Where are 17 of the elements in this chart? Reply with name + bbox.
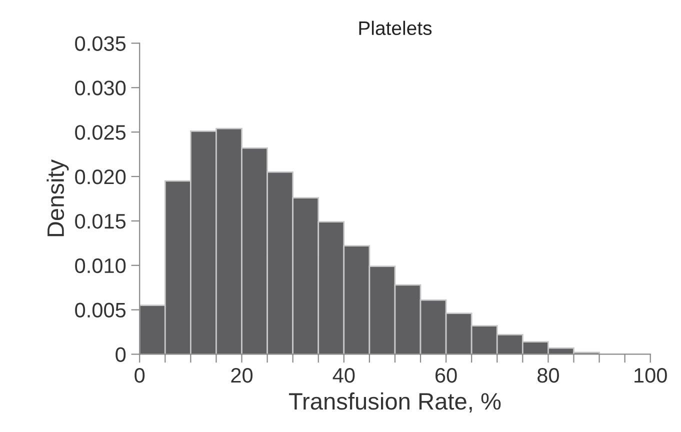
x-tick-label: 80 <box>538 368 559 383</box>
y-tick-label: 0.005 <box>75 302 126 318</box>
x-tick-label: 20 <box>231 368 253 383</box>
y-tick-label: 0.025 <box>75 125 126 140</box>
y-tick-label: 0.030 <box>75 80 126 96</box>
y-tick-label: 0.020 <box>75 170 126 184</box>
x-tick-label: 60 <box>436 368 457 383</box>
x-tick-label: 100 <box>634 368 667 383</box>
x-tick-label: 0 <box>134 368 145 383</box>
y-tick-label: 0.015 <box>75 214 126 229</box>
y-tick-label: 0.035 <box>75 36 126 51</box>
y-tick-label: 0.010 <box>75 258 126 274</box>
y-tick-label: 0 <box>116 347 126 362</box>
x-tick-label: 40 <box>332 368 355 383</box>
chart-title: Platelets <box>359 20 432 36</box>
x-axis-title: Transfusion Rate, % <box>289 392 501 413</box>
y-axis-title: Density <box>46 159 69 236</box>
